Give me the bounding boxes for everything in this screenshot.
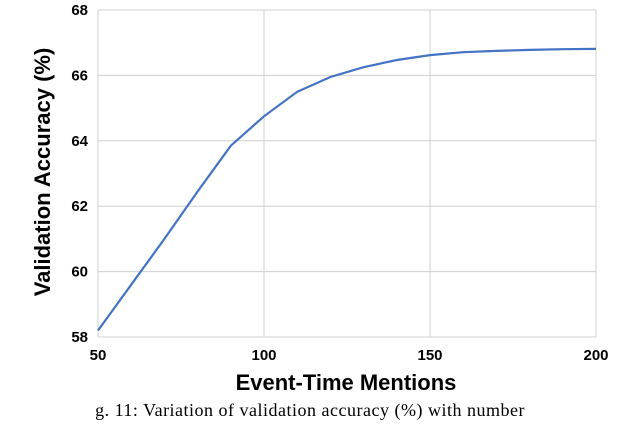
- y-tick-label: 64: [71, 133, 88, 150]
- x-tick-label: 200: [583, 347, 608, 364]
- y-tick-label: 62: [71, 198, 88, 215]
- x-tick-label: 100: [251, 347, 276, 364]
- x-axis: 50 100 150 200: [90, 347, 609, 364]
- grid: [97, 9, 597, 338]
- series-line: [97, 47, 597, 332]
- x-tick-label: 150: [417, 347, 442, 364]
- y-tick-label: 66: [71, 67, 88, 84]
- x-axis-label: Event-Time Mentions: [236, 370, 457, 395]
- y-axis-label: Validation Accuracy (%): [30, 48, 55, 297]
- x-tick-label: 50: [90, 347, 107, 364]
- y-tick-label: 60: [71, 264, 88, 281]
- figure-caption: g. 11: Variation of validation accuracy …: [95, 400, 525, 420]
- y-tick-label: 58: [71, 329, 88, 346]
- line-chart: 58 60 62 64 66 68 50 100 150 200 Event-Time Ment…: [30, 2, 609, 395]
- y-tick-label: 68: [71, 2, 88, 19]
- y-axis: 58 60 62 64 66 68: [71, 2, 88, 346]
